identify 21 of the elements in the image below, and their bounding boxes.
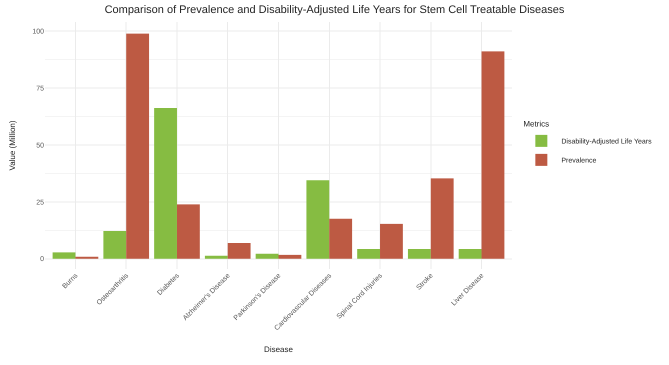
legend-title: Metrics <box>523 119 550 128</box>
bar <box>126 34 150 259</box>
bar <box>458 248 482 259</box>
bar <box>154 108 177 259</box>
bar <box>482 51 504 259</box>
bar <box>430 178 454 259</box>
bar <box>408 248 431 259</box>
bar <box>278 254 302 259</box>
bar <box>52 252 76 259</box>
bar <box>176 204 200 259</box>
bar <box>204 256 228 259</box>
bar <box>103 230 126 259</box>
bar <box>329 218 352 259</box>
bar <box>357 248 380 259</box>
bar <box>380 224 403 259</box>
bar <box>228 243 251 259</box>
y-axis-title: Value (Million) <box>8 120 18 171</box>
bar <box>256 254 278 259</box>
x-axis-title: Disease <box>264 345 294 354</box>
chart-title: Comparison of Prevalence and Disability-Adjusted Life Years for Stem Cell Treatable Diseases <box>104 4 565 16</box>
bar <box>306 180 330 259</box>
